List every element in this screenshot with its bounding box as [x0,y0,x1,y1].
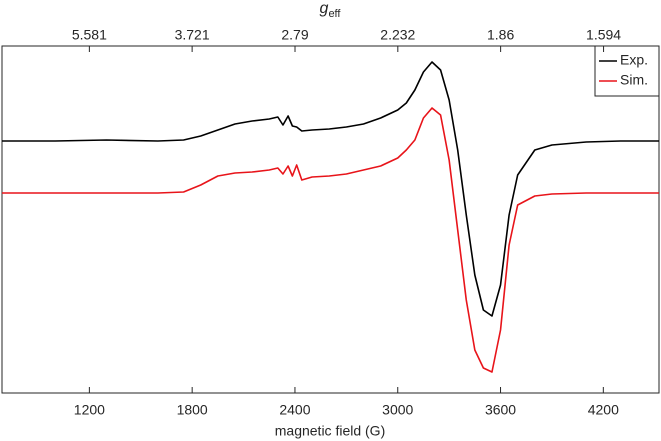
legend-label: Exp. [620,52,648,68]
x-tick-label: 2400 [279,402,310,418]
legend-box [594,45,660,97]
x2-axis-label: geff [320,0,342,20]
x-tick-label: 1800 [177,402,208,418]
x2-tick-label: 5.581 [72,27,107,43]
x2-tick-label: 1.594 [586,27,621,43]
series-line [2,61,659,317]
x-tick-label: 4200 [588,402,619,418]
x-tick-label: 1200 [74,402,105,418]
x2-tick-label: 2.232 [380,27,415,43]
series-line [2,107,659,373]
x2-tick-label: 3.721 [175,27,210,43]
legend: Exp. Sim. [594,45,660,97]
x-axis-label: magnetic field (G) [275,423,385,439]
x-tick-label: 3000 [382,402,413,418]
plot-frame [1,45,660,394]
x2-label-main: g [320,0,329,17]
x2-tick-label: 1.86 [487,27,514,43]
x2-label-sub: eff [328,8,341,20]
legend-label: Sim. [620,72,648,88]
x-tick-label: 3600 [485,402,516,418]
x2-tick-label: 2.79 [281,27,308,43]
